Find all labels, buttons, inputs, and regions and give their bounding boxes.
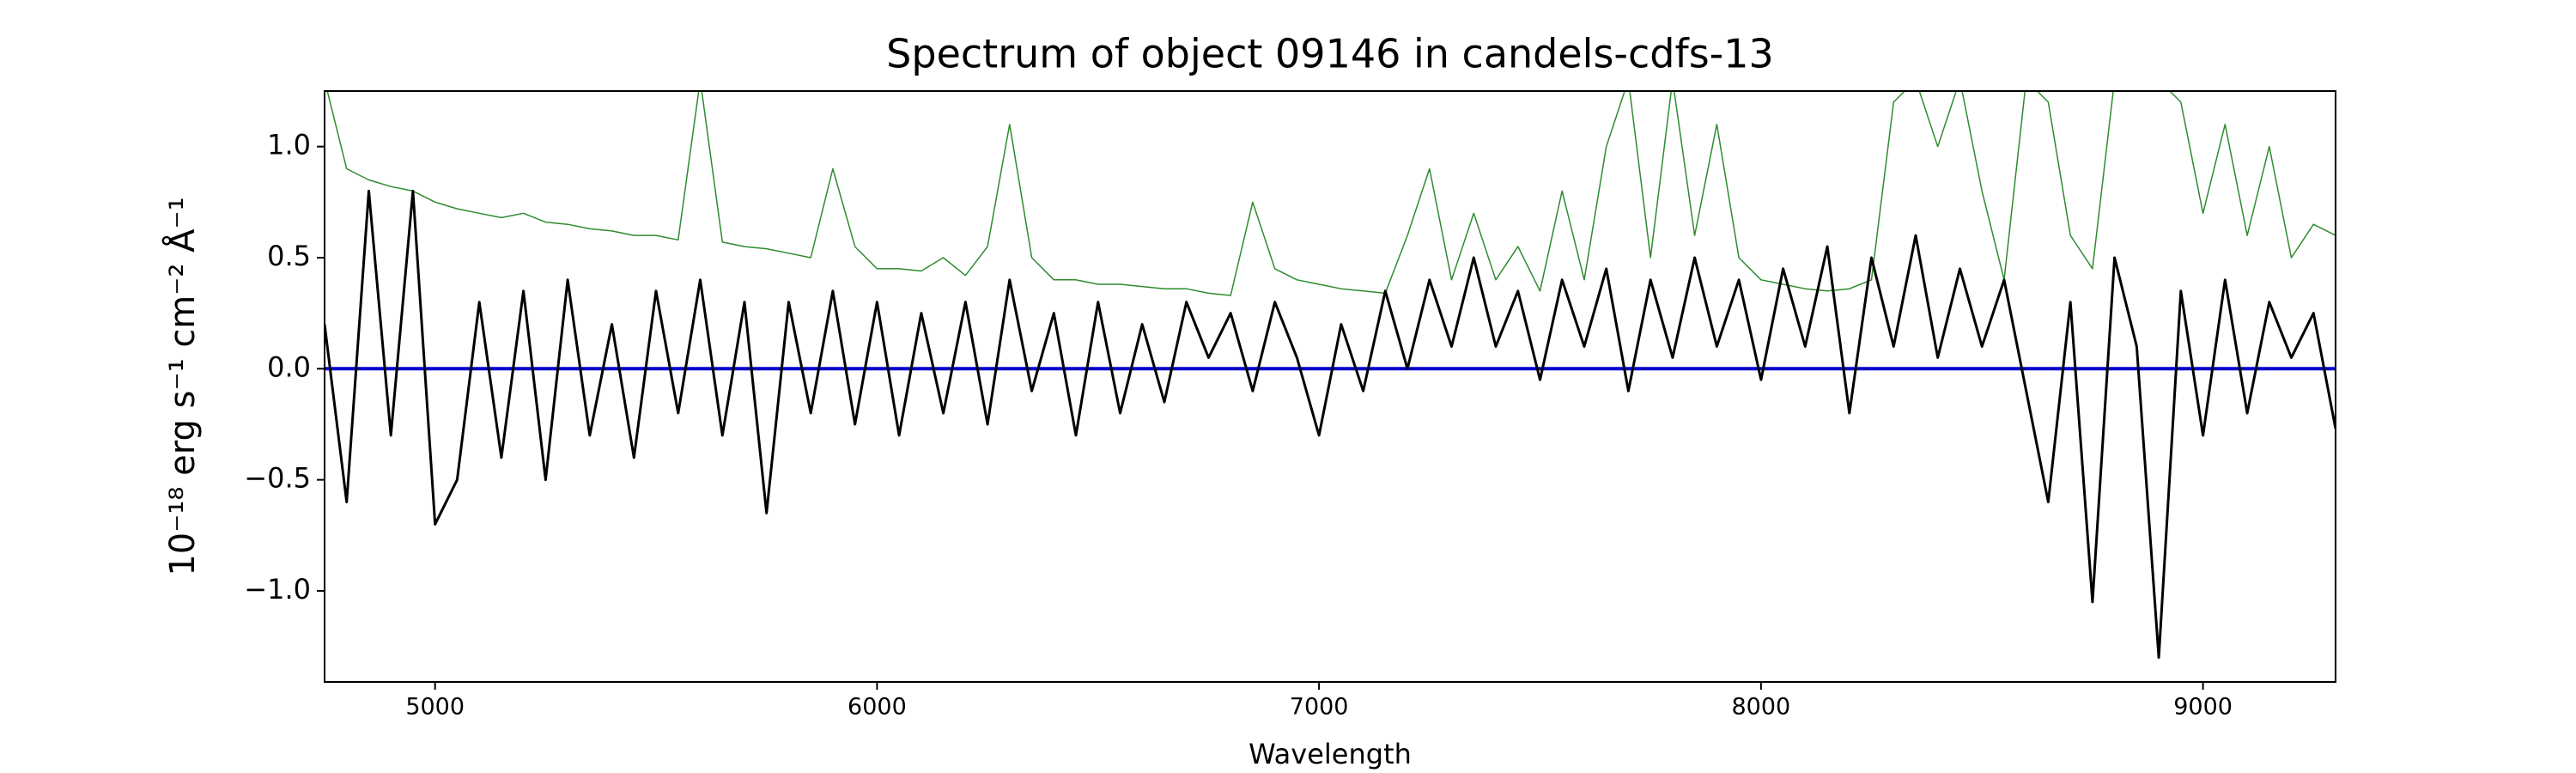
x-tick-label: 8000	[1731, 694, 1790, 721]
y-axis-label: 10⁻¹⁸ erg s⁻¹ cm⁻² Å⁻¹	[161, 197, 203, 575]
y-tick-label: 1.0	[267, 129, 311, 161]
y-tick-label: 0.0	[267, 350, 311, 383]
y-tick-label: 0.5	[267, 240, 311, 272]
chart-title: Spectrum of object 09146 in candels-cdfs…	[886, 31, 1774, 77]
spectrum-line	[325, 189, 2336, 659]
x-tick-label: 7000	[1290, 694, 1349, 721]
x-tick-label: 5000	[405, 694, 465, 721]
x-tick-label: 9000	[2173, 694, 2233, 721]
spectrum-line	[326, 91, 2336, 296]
x-axis-label: Wavelength	[1249, 738, 1412, 770]
plot-lines	[325, 91, 2336, 659]
y-tick-label: −1.0	[244, 573, 311, 606]
plot-frame	[324, 90, 2336, 683]
y-tick-label: −0.5	[244, 462, 311, 495]
x-tick-label: 6000	[848, 694, 907, 721]
